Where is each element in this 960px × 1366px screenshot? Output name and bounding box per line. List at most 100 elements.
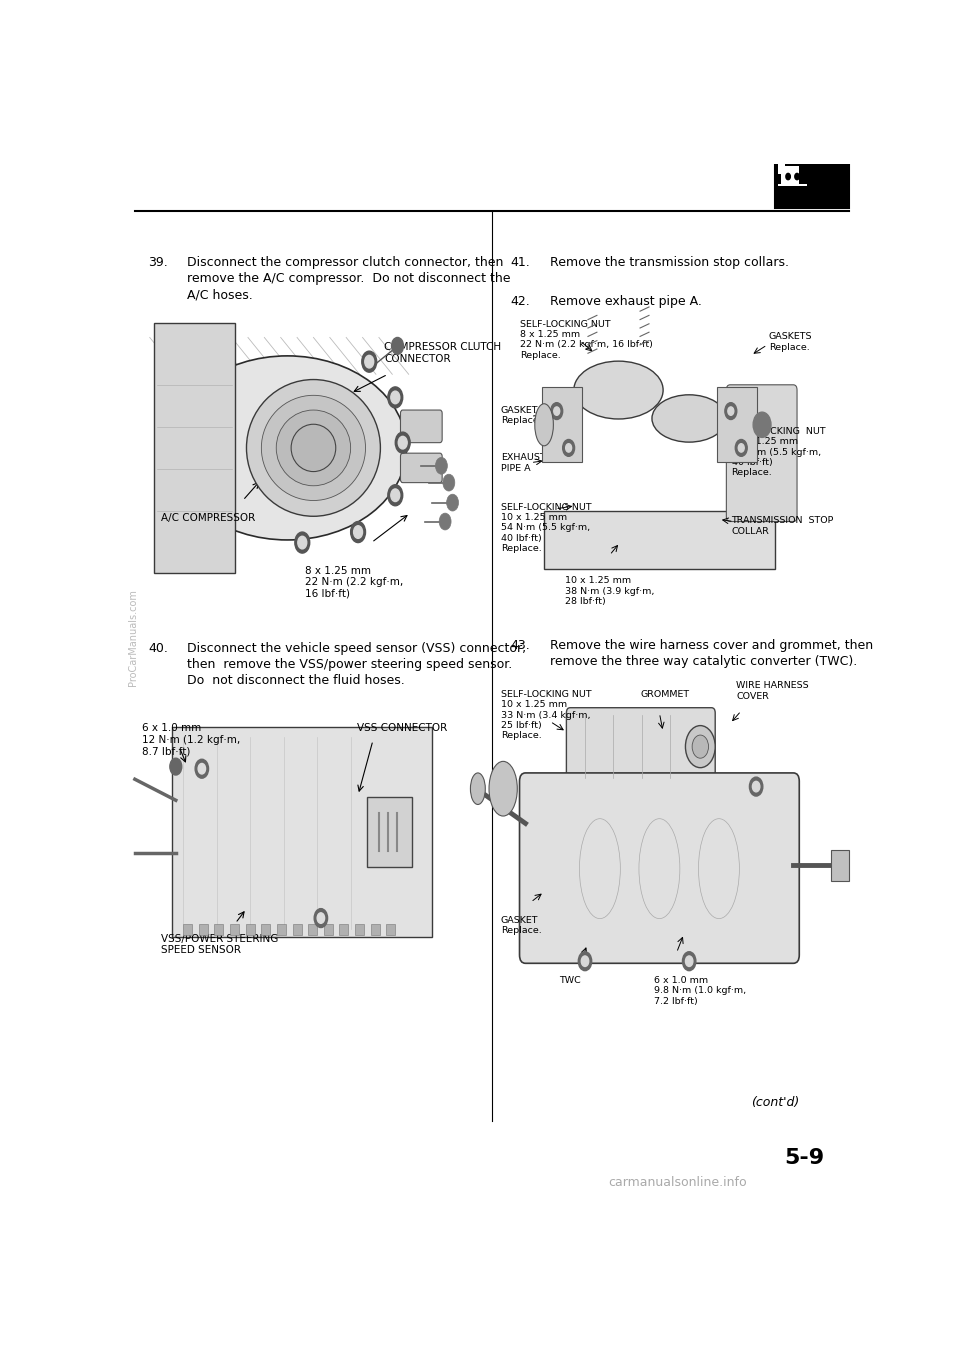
- FancyBboxPatch shape: [544, 511, 775, 568]
- Text: Disconnect the vehicle speed sensor (VSS) connector,: Disconnect the vehicle speed sensor (VSS…: [187, 642, 526, 656]
- Text: Do  not disconnect the fluid hoses.: Do not disconnect the fluid hoses.: [187, 673, 405, 687]
- Text: TWC: TWC: [559, 975, 581, 985]
- Ellipse shape: [291, 425, 336, 471]
- Text: 40.: 40.: [148, 642, 168, 656]
- FancyBboxPatch shape: [261, 925, 271, 934]
- Text: A/C COMPRESSOR: A/C COMPRESSOR: [161, 514, 255, 523]
- Ellipse shape: [168, 357, 406, 540]
- Circle shape: [753, 781, 760, 792]
- Text: 6 x 1.0 mm
12 N·m (1.2 kgf·m,
8.7 lbf·ft): 6 x 1.0 mm 12 N·m (1.2 kgf·m, 8.7 lbf·ft…: [142, 724, 241, 757]
- Circle shape: [750, 777, 763, 796]
- FancyBboxPatch shape: [371, 925, 379, 934]
- Text: Remove the transmission stop collars.: Remove the transmission stop collars.: [550, 257, 789, 269]
- Ellipse shape: [652, 395, 727, 443]
- Circle shape: [786, 173, 790, 180]
- Circle shape: [388, 387, 403, 408]
- Circle shape: [198, 764, 205, 775]
- FancyBboxPatch shape: [246, 925, 254, 934]
- Text: VSS CONNECTOR: VSS CONNECTOR: [356, 724, 446, 734]
- FancyBboxPatch shape: [277, 925, 286, 934]
- Circle shape: [581, 956, 588, 967]
- Ellipse shape: [692, 735, 708, 758]
- Circle shape: [436, 458, 447, 474]
- Text: GASKETS
Replace.: GASKETS Replace.: [769, 332, 812, 351]
- FancyBboxPatch shape: [717, 387, 756, 462]
- FancyBboxPatch shape: [779, 161, 785, 175]
- Circle shape: [443, 474, 455, 490]
- Circle shape: [295, 531, 310, 553]
- Circle shape: [563, 440, 575, 456]
- FancyBboxPatch shape: [155, 322, 234, 574]
- FancyBboxPatch shape: [386, 925, 396, 934]
- Text: A/C hoses.: A/C hoses.: [187, 288, 252, 301]
- FancyBboxPatch shape: [214, 925, 224, 934]
- Text: 5-9: 5-9: [784, 1147, 825, 1168]
- Circle shape: [795, 173, 800, 180]
- Circle shape: [683, 952, 696, 971]
- Text: Remove exhaust pipe A.: Remove exhaust pipe A.: [550, 295, 702, 309]
- FancyBboxPatch shape: [400, 454, 443, 482]
- FancyBboxPatch shape: [519, 773, 800, 963]
- Ellipse shape: [470, 773, 486, 805]
- Ellipse shape: [535, 404, 553, 445]
- Circle shape: [170, 758, 181, 775]
- Text: ProCarManuals.com: ProCarManuals.com: [129, 589, 138, 686]
- Text: GASKET
Replace.: GASKET Replace.: [501, 917, 541, 936]
- Circle shape: [813, 173, 817, 180]
- Circle shape: [314, 908, 327, 928]
- Circle shape: [298, 537, 307, 549]
- Circle shape: [391, 489, 399, 501]
- Circle shape: [353, 526, 363, 538]
- Text: VSS/POWER STEERING
SPEED SENSOR: VSS/POWER STEERING SPEED SENSOR: [161, 934, 278, 955]
- Circle shape: [804, 173, 808, 180]
- Circle shape: [728, 407, 733, 415]
- Circle shape: [754, 413, 771, 437]
- FancyBboxPatch shape: [324, 925, 333, 934]
- Circle shape: [446, 494, 459, 511]
- FancyBboxPatch shape: [367, 798, 413, 866]
- Circle shape: [725, 403, 736, 419]
- Circle shape: [391, 391, 399, 404]
- FancyBboxPatch shape: [183, 925, 192, 934]
- Text: (cont'd): (cont'd): [751, 1096, 799, 1109]
- Ellipse shape: [574, 361, 663, 419]
- Circle shape: [362, 351, 376, 372]
- Text: EXHAUST
PIPE A: EXHAUST PIPE A: [501, 454, 545, 473]
- Circle shape: [392, 337, 403, 354]
- FancyBboxPatch shape: [830, 850, 849, 881]
- Text: GROMMET: GROMMET: [641, 690, 690, 699]
- Text: then  remove the VSS/power steering speed sensor.: then remove the VSS/power steering speed…: [187, 658, 513, 671]
- FancyBboxPatch shape: [778, 184, 807, 186]
- Circle shape: [317, 912, 324, 923]
- FancyBboxPatch shape: [780, 167, 800, 184]
- FancyBboxPatch shape: [172, 727, 432, 937]
- Ellipse shape: [276, 410, 350, 486]
- Text: Remove the wire harness cover and grommet, then: Remove the wire harness cover and gromme…: [550, 639, 874, 653]
- Text: 41.: 41.: [511, 257, 530, 269]
- Text: remove the three way catalytic converter (TWC).: remove the three way catalytic converter…: [550, 656, 857, 668]
- FancyBboxPatch shape: [775, 153, 849, 208]
- Circle shape: [388, 485, 403, 505]
- Text: TRANSMISSION  STOP
COLLAR: TRANSMISSION STOP COLLAR: [732, 516, 834, 535]
- FancyBboxPatch shape: [727, 385, 797, 522]
- Circle shape: [554, 407, 560, 415]
- Text: 42.: 42.: [511, 295, 530, 309]
- Circle shape: [578, 952, 591, 971]
- FancyBboxPatch shape: [308, 925, 317, 934]
- FancyBboxPatch shape: [340, 925, 348, 934]
- Ellipse shape: [685, 725, 715, 768]
- Circle shape: [350, 522, 366, 542]
- Text: 6 x 1.0 mm
9.8 N·m (1.0 kgf·m,
7.2 lbf·ft): 6 x 1.0 mm 9.8 N·m (1.0 kgf·m, 7.2 lbf·f…: [654, 975, 746, 1005]
- Text: GASKET
Replace.: GASKET Replace.: [501, 406, 541, 425]
- Circle shape: [398, 436, 407, 449]
- Ellipse shape: [489, 761, 517, 816]
- Text: 10 x 1.25 mm
38 N·m (3.9 kgf·m,
28 lbf·ft): 10 x 1.25 mm 38 N·m (3.9 kgf·m, 28 lbf·f…: [564, 576, 655, 607]
- Text: SELF-LOCKING  NUT
10 x 1.25 mm
54 N·m (5.5 kgf·m,
40 lbf·ft)
Replace.: SELF-LOCKING NUT 10 x 1.25 mm 54 N·m (5.…: [732, 426, 826, 478]
- FancyBboxPatch shape: [355, 925, 364, 934]
- Ellipse shape: [247, 380, 380, 516]
- Text: 43.: 43.: [511, 639, 530, 653]
- Circle shape: [735, 440, 747, 456]
- FancyBboxPatch shape: [230, 925, 239, 934]
- FancyBboxPatch shape: [293, 925, 301, 934]
- Text: WIRE HARNESS
COVER: WIRE HARNESS COVER: [736, 682, 808, 701]
